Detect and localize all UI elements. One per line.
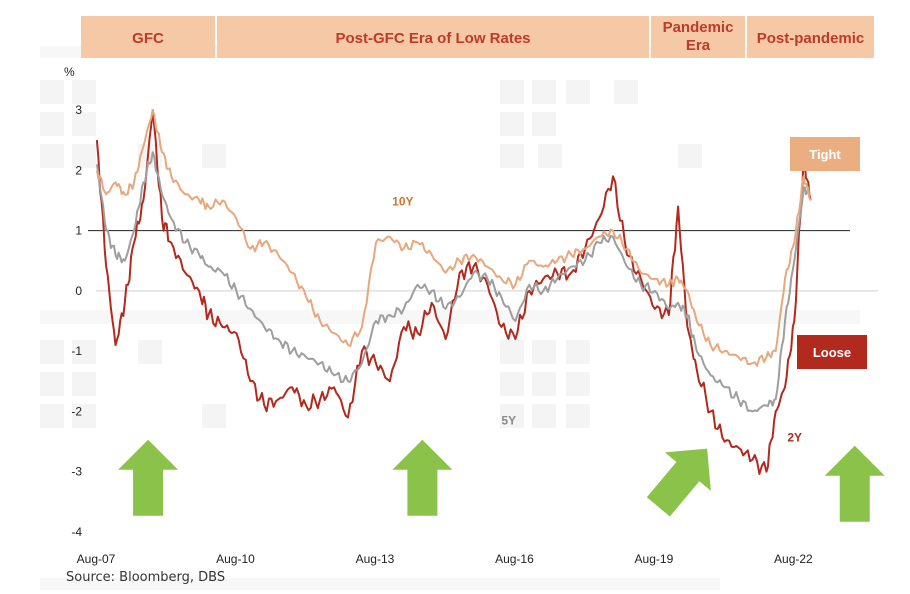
x-tick-label: Aug-07 <box>77 552 116 566</box>
watermark-tile <box>566 372 590 396</box>
watermark-tile <box>614 80 638 104</box>
watermark-tile <box>72 340 96 364</box>
series-lines <box>95 109 812 475</box>
series-line-5y <box>95 151 811 413</box>
watermark-tile <box>566 340 590 364</box>
badges: Tight Loose <box>790 137 867 369</box>
watermark-tile <box>532 340 556 364</box>
y-axis: % 3 2 1 0 -1 -2 -3 -4 <box>64 65 82 539</box>
era-label: GFC <box>132 30 164 47</box>
watermark-tile <box>532 80 556 104</box>
era-label: Pandemic Era <box>663 19 734 54</box>
series-line-10y <box>95 109 812 367</box>
series-label-2y: 2Y <box>787 431 802 445</box>
watermark-tile <box>532 112 556 136</box>
source-note: Source: Bloomberg, DBS <box>66 570 226 585</box>
x-axis: Aug-07 Aug-10 Aug-13 Aug-16 Aug-19 Aug-22 <box>77 230 878 566</box>
badge-loose <box>797 335 867 369</box>
series-line-2y <box>95 109 812 475</box>
y-tick-label: 3 <box>75 103 82 117</box>
watermark-tile <box>500 404 524 428</box>
watermark-tile <box>40 340 64 364</box>
gfc-up-arrow <box>118 439 179 516</box>
watermark-tile <box>566 80 590 104</box>
y-tick-label: 2 <box>75 163 82 177</box>
y-tick-label: 0 <box>75 284 82 298</box>
era-band-0 <box>81 16 215 58</box>
watermark-tile <box>72 404 96 428</box>
post-pandemic-up-arrow <box>824 445 885 522</box>
watermark-tile <box>40 404 64 428</box>
watermark-tile <box>72 80 96 104</box>
arrows <box>118 439 885 522</box>
x-tick-label: Aug-10 <box>216 552 255 566</box>
watermark-tile <box>138 340 162 364</box>
era-band-2 <box>651 16 745 58</box>
watermark-band <box>40 578 720 590</box>
watermark-tile <box>72 112 96 136</box>
era-label: Post-pandemic <box>757 30 865 47</box>
x-tick-label: Aug-19 <box>635 552 674 566</box>
era-label: Post-GFC Era of Low Rates <box>335 30 530 47</box>
badge-loose-label: Loose <box>813 345 851 360</box>
y-tick-label: -3 <box>71 465 82 479</box>
watermark-tile <box>72 372 96 396</box>
era-header: GFC Post-GFC Era of Low Rates Pandemic Era P… <box>81 16 874 58</box>
series-label-10y: 10Y <box>392 194 413 208</box>
watermark-tile <box>72 144 96 168</box>
x-tick-label: Aug-13 <box>356 552 395 566</box>
watermark-tile <box>40 112 64 136</box>
watermark-tile <box>500 144 524 168</box>
watermark-tile <box>202 404 226 428</box>
y-tick-label: -4 <box>71 525 82 539</box>
y-tick-label: -2 <box>71 404 82 418</box>
badge-tight-label: Tight <box>809 147 841 162</box>
x-tick-label: Aug-22 <box>774 552 813 566</box>
post-gfc-up-arrow <box>392 439 453 516</box>
watermark-tile <box>202 144 226 168</box>
x-tick-label: Aug-16 <box>495 552 534 566</box>
series-label-5y: 5Y <box>501 414 516 428</box>
watermark-tile <box>500 112 524 136</box>
y-axis-unit: % <box>64 65 75 79</box>
watermark-tile <box>500 372 524 396</box>
series-labels: 10Y 5Y 2Y <box>392 194 802 444</box>
era-band-3 <box>747 16 874 58</box>
watermark-tile <box>566 404 590 428</box>
watermark-tile <box>538 144 562 168</box>
watermark-tile <box>500 340 524 364</box>
watermark-tile <box>532 404 556 428</box>
y-tick-label: -1 <box>71 344 82 358</box>
era-band-1 <box>217 16 649 58</box>
watermark-tile <box>678 144 702 168</box>
watermark-tile <box>40 144 64 168</box>
watermark-tile <box>40 80 64 104</box>
watermark-tile <box>532 372 556 396</box>
watermark-tile <box>500 80 524 104</box>
badge-tight <box>790 137 860 171</box>
watermark-tile <box>40 372 64 396</box>
y-tick-label: 1 <box>75 224 82 238</box>
pandemic-up-arrow <box>646 448 711 517</box>
